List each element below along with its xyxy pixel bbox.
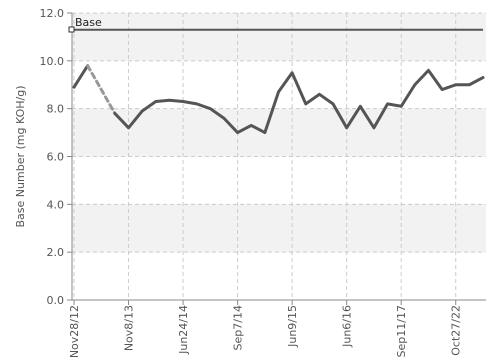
series-lines (72, 28, 485, 135)
y-tick-label-2: 4.0 (47, 198, 65, 211)
series-line-dashed-segment (86, 64, 117, 115)
band-1 (72, 204, 486, 253)
x-tick-label-6: Sep11/17 (395, 305, 408, 357)
y-tick-label-6: 12.0 (40, 7, 65, 20)
x-tick-label-1: Nov8/13 (123, 305, 136, 351)
y-axis-label: Base Number (mg KOH/g) (14, 86, 27, 228)
gridlines (72, 12, 486, 300)
band-5 (72, 13, 486, 61)
series-line-segment (72, 64, 90, 89)
x-tick-label-4: Jun9/15 (286, 305, 299, 348)
legend-label-base: Base (75, 16, 102, 29)
x-tick-label-0: Nov28/12 (68, 305, 81, 358)
x-tick-labels: Nov28/12 Nov8/13 Jun24/14 Sep7/14 Jun9/15 Jun… (68, 305, 463, 358)
y-tick-label-1: 2.0 (47, 246, 65, 259)
x-tick-label-7: Oct27/22 (450, 305, 463, 356)
band-3 (72, 108, 486, 157)
legend: Base (68, 16, 102, 33)
background-bands (72, 13, 486, 253)
y-tick-label-0: 0.0 (47, 294, 65, 307)
y-tick-labels: 0.0 2.0 4.0 6.0 8.0 10.0 12.0 (40, 7, 65, 307)
series-line-segment (113, 68, 485, 135)
x-tick-label-2: Jun24/14 (177, 305, 190, 355)
y-tick-label-5: 10.0 (40, 55, 65, 68)
y-tick-label-4: 8.0 (47, 103, 65, 116)
axes (67, 12, 486, 305)
x-tick-label-3: Sep7/14 (232, 305, 245, 350)
y-tick-label-3: 6.0 (47, 151, 65, 164)
legend-marker-base (68, 26, 75, 33)
x-tick-label-5: Jun6/16 (341, 305, 354, 348)
